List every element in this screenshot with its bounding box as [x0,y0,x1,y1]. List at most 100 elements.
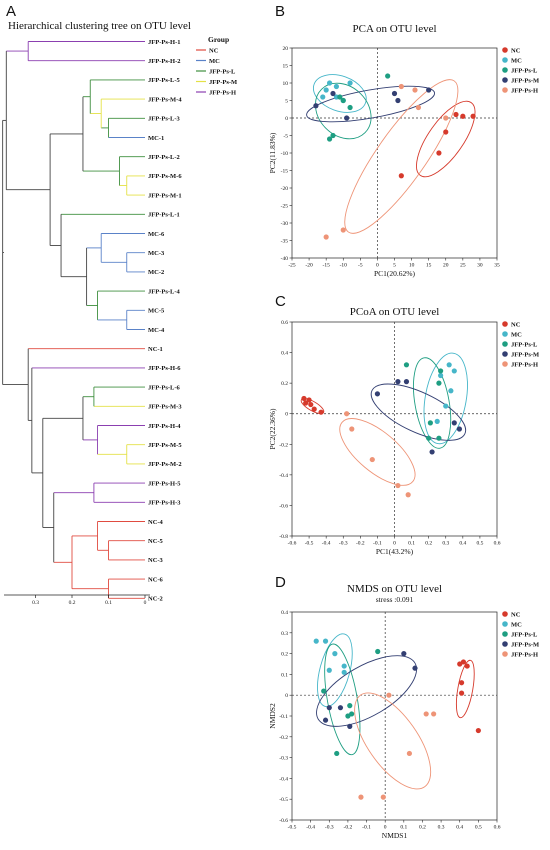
x-tick-label: 0.4 [459,541,466,547]
data-point [326,80,333,86]
leaf-label: MC-3 [148,250,165,257]
legend-marker [502,321,508,327]
data-point [456,426,463,432]
data-point [460,113,466,119]
legend-marker [502,87,508,93]
legend-label: NC [511,611,521,618]
data-point [451,368,457,374]
chart-title: PCA on OTU level [352,23,436,35]
x-tick-label: -0.5 [305,541,314,547]
data-point [451,420,457,426]
data-point [323,87,329,93]
data-point [340,97,346,104]
legend-marker [502,77,508,83]
data-point [438,372,444,379]
x-tick-label: 15 [426,263,432,269]
x-tick-label: 0.6 [494,825,501,831]
data-point [446,362,452,368]
tree-legend: Group NC MC JFP-Ps-L JFP-Ps-M JFP-Ps-H [196,35,237,96]
legend-marker [502,651,508,657]
y-tick-label: 10 [283,81,289,87]
legend-label: JFP-Ps-L [511,341,538,348]
y-tick-label: 0.3 [281,631,288,637]
data-point [344,411,350,417]
y-axis-label: NMDS2 [268,703,277,729]
legend-label: JFP-Ps-L [511,631,538,638]
confidence-ellipse [370,383,467,441]
confidence-ellipse [317,633,353,708]
data-point [330,132,336,139]
x-tick-label: 35 [494,263,500,269]
x-tick-label: -5 [358,263,363,269]
data-point [475,727,481,734]
data-point [401,651,407,657]
confidence-ellipse [316,655,417,727]
x-tick-label: -0.3 [339,541,348,547]
confidence-ellipse [455,659,475,719]
x-tick-label: -0.1 [362,825,371,831]
y-tick-label: 0 [285,693,288,699]
legend-marker [502,361,508,367]
data-point [344,115,350,121]
leaf-label: MC-2 [148,269,164,276]
legend-label: NC [511,47,521,54]
leaf-label: JFP-Ps-L-4 [148,288,181,295]
data-point [358,794,364,800]
leaf-label: NC-4 [148,519,164,526]
x-tick-label: -20 [305,263,313,269]
pca-chart: PCA on OTU level -25 -20 -15 -10 -5 0 5 10 15 20 25… [268,23,539,278]
x-tick-label: -0.3 [325,825,334,831]
data-point [337,705,344,711]
x-tick-label: -15 [322,263,330,269]
data-point [434,418,440,424]
leaf-label: JFP-Ps-M-3 [148,404,182,411]
confidence-ellipse [324,643,361,756]
x-tick-label: 0 [384,825,387,831]
y-tick-label: 0 [285,412,288,418]
data-point [436,435,442,441]
leaf-label: JFP-Ps-L-2 [148,154,180,161]
leaf-label: JFP-Ps-M-6 [148,173,182,180]
x-tick-label: -0.5 [288,825,297,831]
leaf-label: NC-2 [148,596,163,603]
data-point [458,680,465,686]
leaf-label: JFP-Ps-M-1 [148,192,182,199]
chart-subtitle: stress :0.091 [376,595,414,604]
y-tick-label: -25 [281,204,289,210]
data-point [311,406,317,412]
leaf-label: NC-1 [148,346,163,353]
data-point [347,104,353,111]
panel-letter-b: B [275,3,285,20]
leaf-label: JFP-Ps-L-6 [148,384,181,391]
legend-label: MC [511,331,522,338]
chart-title: PCoA on OTU level [350,306,440,318]
data-point [391,90,398,97]
panel-letter-a: A [6,3,16,20]
y-tick-label: -30 [281,221,289,227]
x-tick-label: 5 [393,263,396,269]
y-tick-label: 0.4 [281,610,288,616]
data-point [301,395,307,402]
x-tick-label: -0.6 [288,541,297,547]
data-point [349,426,355,432]
plot-frame [291,611,498,821]
legend-label: JFP-Ps-M [511,351,539,358]
data-point [395,379,401,385]
data-point [318,409,324,415]
x-axis-label: NMDS1 [382,831,408,840]
data-point [330,90,336,97]
legend-marker [502,57,508,63]
legend-label: MC [511,621,522,628]
data-point [436,380,442,386]
leaf-label: MC-6 [148,231,165,238]
y-tick-label: -0.2 [279,735,288,741]
tree-axis-tick-label: 0 [144,600,147,606]
data-point [458,690,465,696]
legend-label: NC [511,321,521,328]
y-tick-label: 15 [283,64,289,70]
y-tick-label: -0.1 [279,714,288,720]
leaf-label: JFP-Ps-M-4 [148,96,182,103]
legend-marker [502,341,508,347]
tree-axis-tick-label: 0.3 [32,600,39,606]
y-tick-label: -15 [281,169,289,175]
